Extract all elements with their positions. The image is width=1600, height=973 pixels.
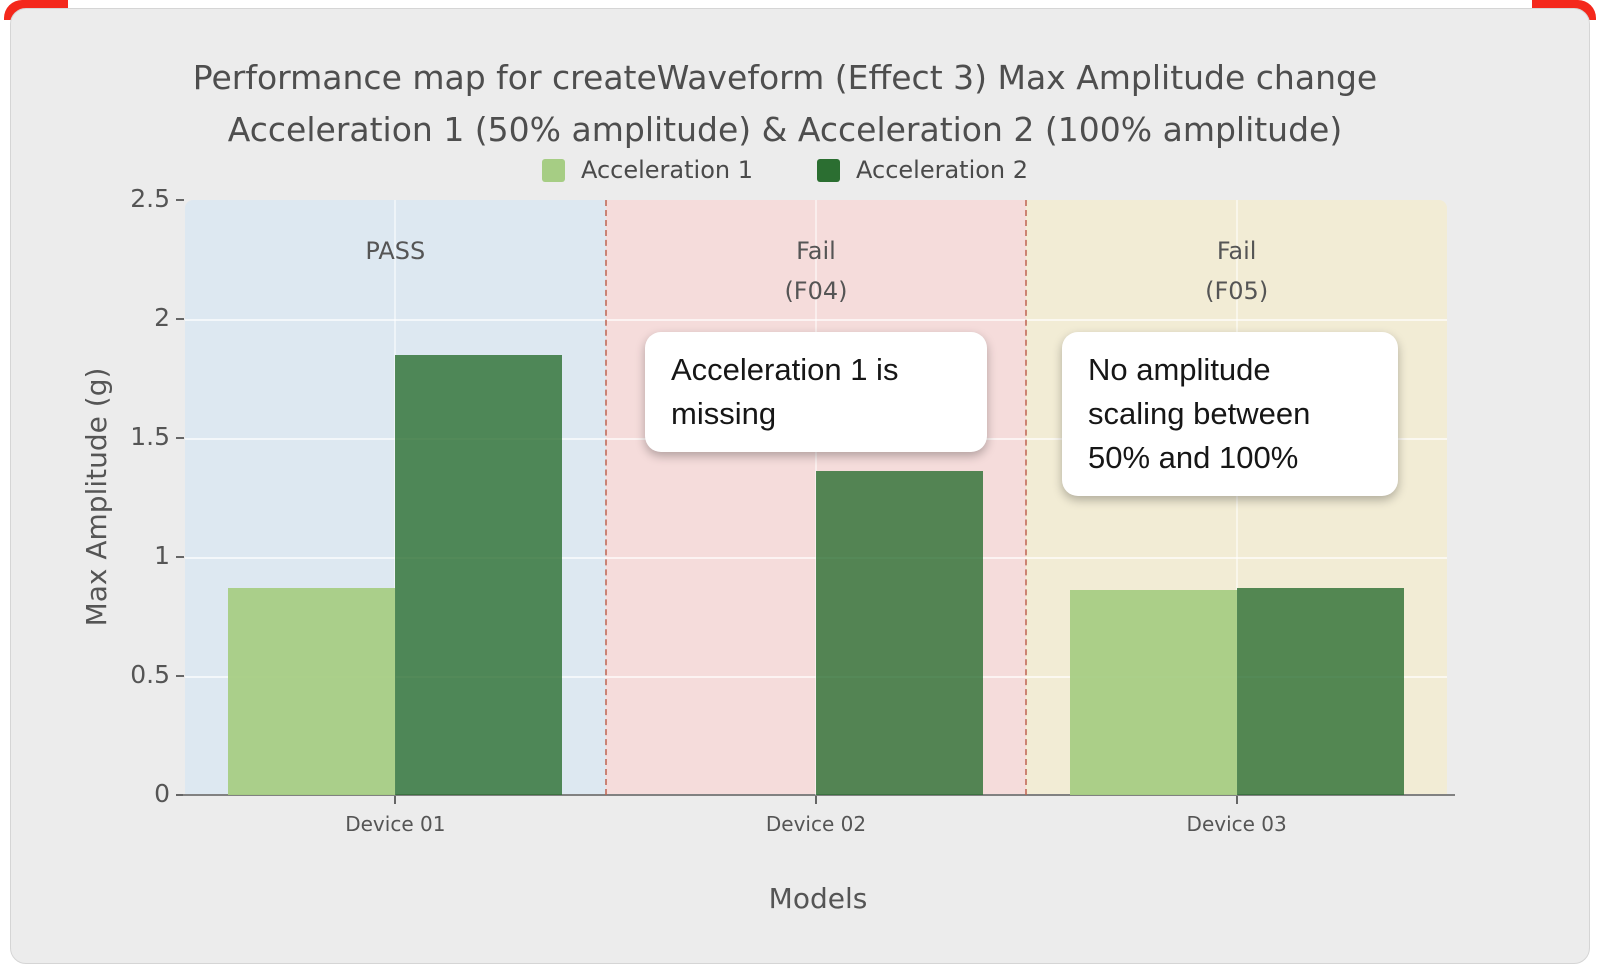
zone-label-fail-f05: Fail (F05) (1026, 232, 1447, 311)
x-axis-title: Models (768, 882, 868, 915)
annotation-acceleration-missing: Acceleration 1 is missing (645, 332, 987, 453)
chart-title-line1: Performance map for createWaveform (Effe… (192, 58, 1378, 97)
zone-label-line: PASS (365, 237, 426, 265)
zone-label-pass: PASS (185, 232, 606, 272)
annotation-no-amplitude-scaling-text: No amplitude scaling between 50% and 100… (1088, 352, 1311, 476)
bar-acceleration-1-device-01[interactable] (228, 587, 396, 795)
legend: Acceleration 1 Acceleration 2 (0, 156, 1570, 184)
annotation-no-amplitude-scaling: No amplitude scaling between 50% and 100… (1062, 332, 1398, 497)
legend-label-acceleration-1: Acceleration 1 (580, 156, 753, 184)
bar-acceleration-2-device-01[interactable] (395, 354, 563, 795)
annotation-acceleration-missing-text: Acceleration 1 is missing (671, 352, 899, 432)
zone-label-line: Fail (1216, 237, 1257, 265)
gridline-x-device-03 (1235, 200, 1238, 795)
zone-label-line: (F04) (784, 276, 848, 305)
y-axis-title: Max Amplitude (g) (80, 367, 113, 627)
legend-swatch-acceleration-1 (541, 158, 565, 182)
chart-title-line2: Acceleration 1 (50% amplitude) & Acceler… (227, 110, 1343, 150)
zone-separator-2 (1025, 200, 1028, 795)
legend-item-acceleration-2[interactable]: Acceleration 2 (817, 156, 1028, 184)
chart-title: Performance map for createWaveform (Effe… (0, 52, 1570, 156)
bar-acceleration-1-device-03[interactable] (1069, 590, 1237, 795)
legend-label-acceleration-2: Acceleration 2 (856, 156, 1029, 184)
zone-label-line: Fail (796, 237, 836, 265)
legend-item-acceleration-1[interactable]: Acceleration 1 (541, 156, 753, 184)
bar-acceleration-2-device-03[interactable] (1236, 587, 1404, 795)
legend-swatch-acceleration-2 (817, 158, 840, 182)
bar-acceleration-2-device-02[interactable] (816, 471, 983, 795)
plot-area: PASS Fail (F04) Fail (F05) (185, 200, 1447, 795)
zone-label-fail-f04: Fail (F04) (606, 232, 1027, 311)
zone-label-line: (F05) (1205, 276, 1269, 305)
zone-separator-1 (604, 200, 607, 795)
